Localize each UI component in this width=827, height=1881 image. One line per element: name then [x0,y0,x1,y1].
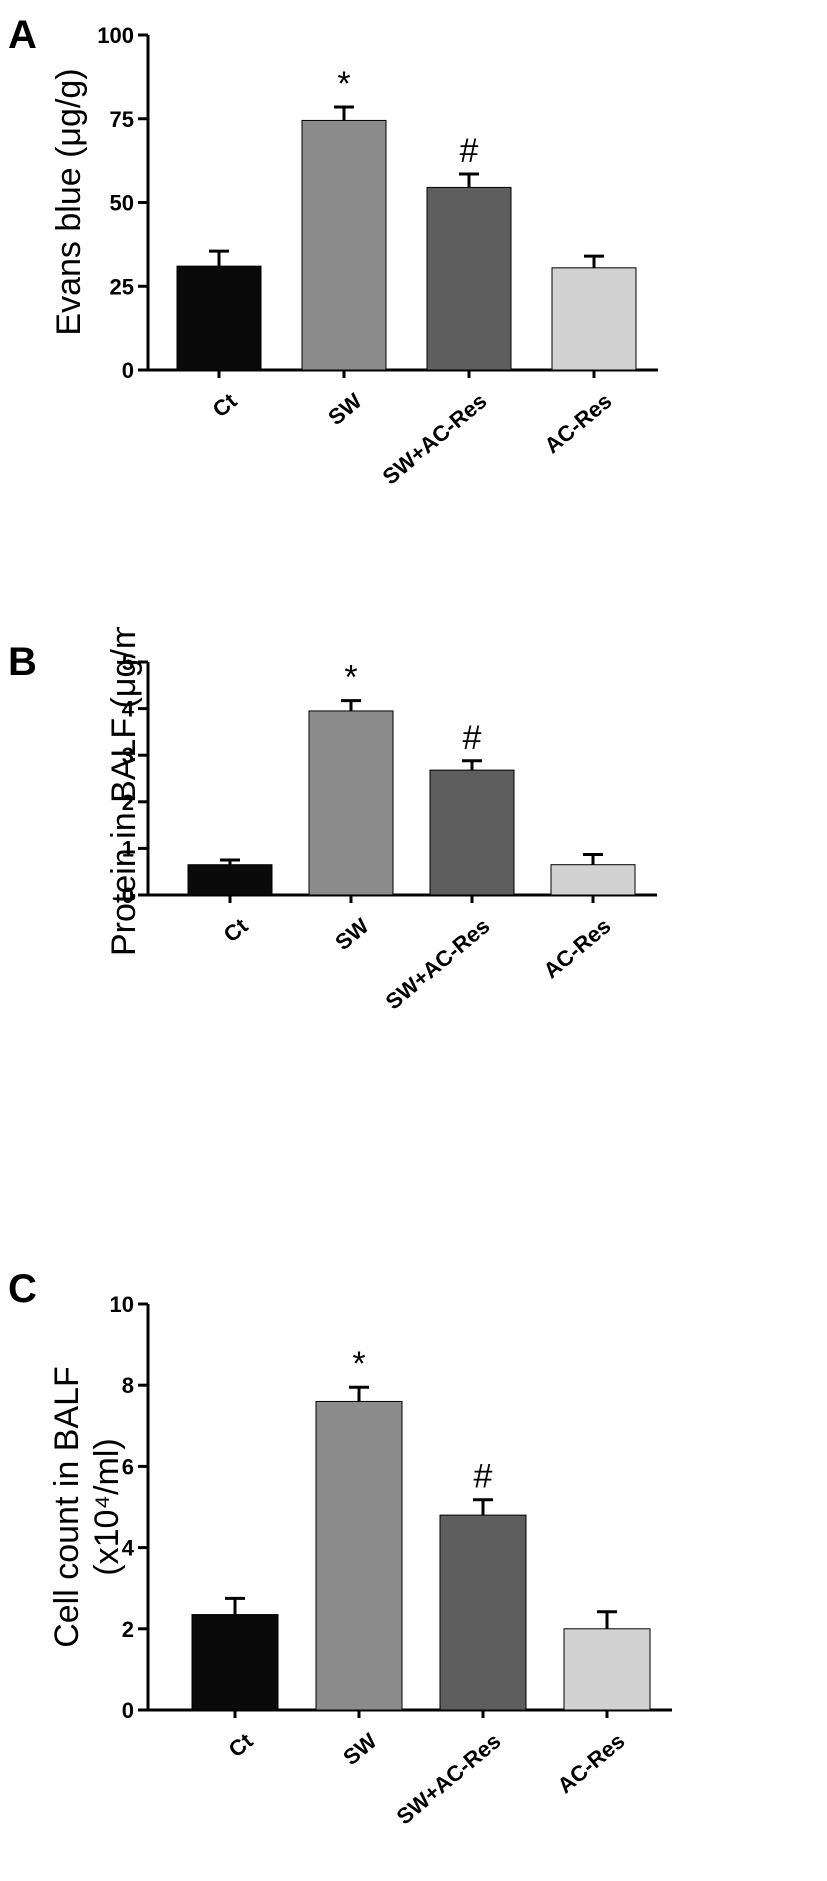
bar [429,769,515,896]
plot-area: 0 2 4 6 8 10 Cell count in BALF(x10⁴/ml) Ct * SW #… [48,1292,672,1829]
y-tick-label: 0 [122,1698,134,1723]
bar [176,265,262,371]
category-label: SW [330,913,373,955]
y-tick-label: 10 [110,1292,134,1317]
chart-a-svg: A 0 25 50 75 100 Evans blue (μg/g) Ct * SW # SW+AC… [8,13,658,489]
y-tick-label: 2 [122,790,134,815]
category-label: Ct [208,388,242,423]
chart-panel-a: A 0 25 50 75 100 Evans blue (μg/g) Ct * SW # SW+AC… [0,0,827,627]
significance-marker: * [337,65,350,103]
significance-marker: # [460,132,479,170]
category-label: AC-Res [540,388,617,458]
panel-letter: B [8,640,37,684]
y-tick-label: 75 [110,107,134,132]
y-tick-label: 0 [122,358,134,383]
y-tick-label: 25 [110,274,134,299]
y-tick-label: 4 [122,697,135,722]
y-axis-label: Cell count in BALF(x10⁴/ml) [48,1366,126,1648]
y-tick-label: 2 [122,1617,134,1642]
bar [315,1400,403,1711]
bar [187,864,273,896]
bar [551,267,637,371]
category-label: Ct [219,913,253,948]
y-axis-label-line: Protein in BALF (μg/ml) [105,627,143,956]
y-axis-label: Protein in BALF (μg/ml) [105,627,143,956]
chart-panel-b: B 0 1 2 3 4 5 Protein in BALF (μg/ml) Ct * SW # SW+… [0,627,827,1254]
significance-marker: * [352,1345,365,1383]
panel-letter: C [8,1267,37,1311]
plot-area: 0 25 50 75 100 Evans blue (μg/g) Ct * SW # SW+AC-R… [50,23,658,489]
category-label: SW [338,1728,381,1770]
significance-marker: # [474,1458,493,1496]
bar [563,1628,651,1711]
y-tick-label: 8 [122,1373,134,1398]
category-label: SW [323,388,366,430]
y-tick-label: 100 [97,23,134,48]
bar [191,1614,279,1711]
category-label: SW+AC-Res [378,388,492,489]
y-tick-label: 50 [110,191,134,216]
significance-marker: # [463,719,482,757]
bar [426,186,512,371]
y-axis-label-line: Cell count in BALF [48,1366,86,1648]
category-label: AC-Res [539,913,616,983]
bar [301,119,387,371]
significance-marker: * [344,659,357,697]
bar [550,864,636,896]
y-axis-label-line: Evans blue (μg/g) [50,68,88,335]
category-label: AC-Res [553,1728,630,1798]
category-label: SW+AC-Res [392,1728,506,1829]
bar [308,710,394,896]
chart-panel-c: C 0 2 4 6 8 10 Cell count in BALF(x10⁴/ml) Ct * S… [0,1254,827,1881]
chart-c-svg: C 0 2 4 6 8 10 Cell count in BALF(x10⁴/ml) Ct * S… [8,1267,672,1829]
category-label: Ct [224,1728,258,1763]
y-tick-label: 3 [122,743,134,768]
y-tick-label: 6 [122,1454,134,1479]
bar [439,1514,527,1711]
y-tick-label: 4 [122,1536,135,1561]
category-label: SW+AC-Res [381,913,495,1014]
panel-letter: A [8,13,37,57]
y-tick-label: 5 [122,650,134,675]
y-tick-label: 1 [122,836,134,861]
y-tick-label: 0 [122,883,134,908]
y-axis-label: Evans blue (μg/g) [50,68,88,335]
y-axis-label-line: (x10⁴/ml) [88,1438,126,1575]
